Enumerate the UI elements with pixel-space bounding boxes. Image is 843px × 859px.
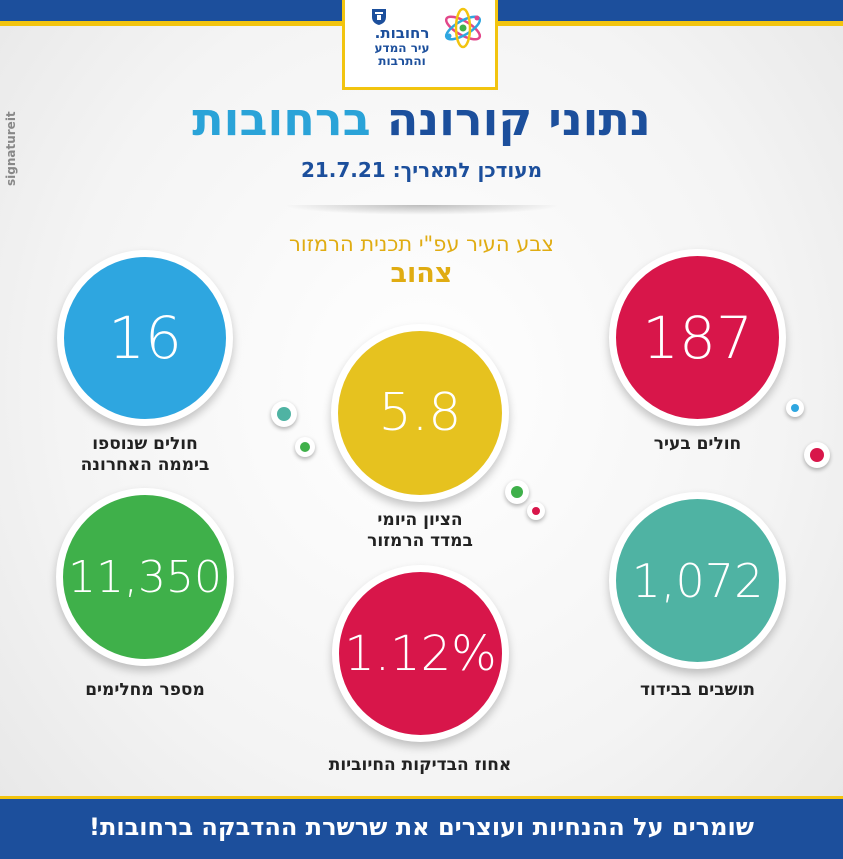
city-logo: רחובות. עיר המדע והתרבות: [342, 0, 498, 90]
positive-rate-circle: 1.12%: [332, 565, 509, 742]
new-patients-label: חולים שנוספו ביממה האחרונה: [40, 434, 250, 476]
decorative-dot: [295, 437, 315, 457]
positive-rate-label-line1: אחוז הבדיקות החיוביות: [328, 755, 512, 775]
traffic-light-label: צבע העיר עפ"י תכנית הרמזור: [289, 232, 554, 256]
traffic-light-value: צהוב: [390, 258, 453, 289]
daily-score-label-line1: הציון היומי: [377, 510, 463, 530]
divider-shadow: [282, 205, 562, 215]
updated-date: מעודכן לתאריך: 21.7.21: [300, 158, 543, 182]
patients-in-city-value: 187: [642, 303, 753, 372]
logo-slogan-line1: עיר המדע: [374, 41, 430, 55]
isolation-value: 1,072: [631, 553, 764, 608]
positive-rate-value: 1.12%: [344, 625, 497, 682]
new-patients-label-line2: ביממה האחרונה: [80, 455, 210, 475]
decorative-dot: [786, 399, 804, 417]
decorative-dot: [505, 480, 529, 504]
new-patients-value: 16: [108, 304, 182, 372]
new-patients-label-line1: חולים שנוספו: [92, 434, 198, 454]
decorative-dot: [804, 442, 830, 468]
daily-score-label-line2: במדד הרמזור: [367, 531, 473, 551]
recovered-label-line1: מספר מחלימים: [85, 680, 205, 700]
isolation-label-line1: תושבים בבידוד: [639, 680, 756, 700]
recovered-circle: 11,350: [56, 488, 234, 666]
recovered-label: מספר מחלימים: [40, 680, 250, 701]
isolation-circle: 1,072: [609, 492, 786, 669]
new-patients-circle: 16: [57, 250, 233, 426]
daily-score-circle: 5.8: [331, 324, 509, 502]
logo-slogan: עיר המדע והתרבות: [359, 42, 445, 68]
city-emblem-icon: [372, 9, 386, 25]
page-title: נתוני קורונה ברחובות: [0, 93, 843, 145]
patients-in-city-label: חולים בעיר: [600, 434, 795, 455]
title-main: נתוני קורונה: [386, 92, 651, 146]
decorative-dot: [271, 401, 297, 427]
positive-rate-label: אחוז הבדיקות החיוביות: [300, 755, 540, 776]
title-city: ברחובות: [192, 92, 371, 146]
logo-city-name: רחובות.: [374, 24, 430, 42]
logo-slogan-line2: והתרבות: [378, 54, 426, 68]
isolation-label: תושבים בבידוד: [600, 680, 795, 701]
daily-score-value: 5.8: [378, 383, 462, 443]
patients-in-city-circle: 187: [609, 249, 786, 426]
footer-band: [0, 799, 843, 859]
footer-message: שומרים על ההנחיות ועוצרים את שרשרת ההדבק…: [89, 813, 754, 841]
decorative-dot: [527, 502, 545, 520]
atom-logo-icon: [444, 7, 482, 49]
recovered-value: 11,350: [68, 551, 222, 603]
patients-in-city-label-line1: חולים בעיר: [653, 434, 742, 454]
bottom-accent-line: [0, 796, 843, 800]
daily-score-label: הציון היומי במדד הרמזור: [320, 510, 520, 552]
